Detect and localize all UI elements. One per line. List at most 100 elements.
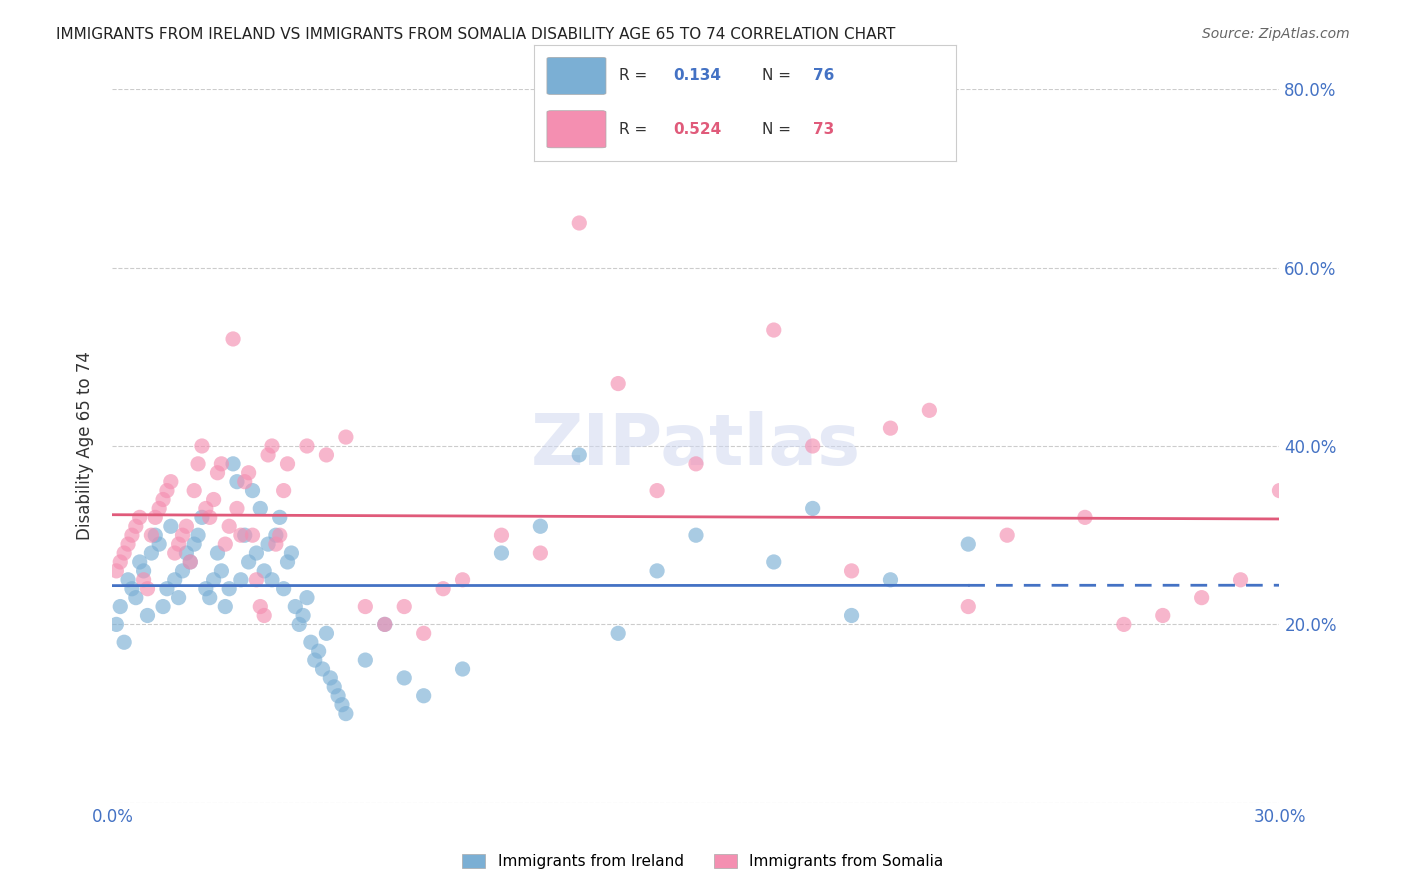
Point xyxy=(879,573,901,587)
Point xyxy=(214,537,236,551)
Point xyxy=(253,564,276,578)
Point xyxy=(276,457,298,471)
Point xyxy=(148,501,170,516)
Point xyxy=(245,573,267,587)
Point xyxy=(183,537,205,551)
Point xyxy=(249,501,271,516)
Point xyxy=(156,483,179,498)
Point xyxy=(121,582,143,596)
Point xyxy=(304,653,326,667)
Point xyxy=(152,599,174,614)
Point xyxy=(198,510,221,524)
Point xyxy=(132,564,155,578)
Point xyxy=(148,537,170,551)
Point xyxy=(1112,617,1135,632)
Point xyxy=(226,501,249,516)
Point xyxy=(645,564,668,578)
Point xyxy=(295,439,318,453)
Point xyxy=(299,635,322,649)
Point xyxy=(214,599,236,614)
Point xyxy=(105,617,128,632)
Point xyxy=(117,573,139,587)
Point xyxy=(292,608,315,623)
Point xyxy=(645,483,668,498)
Point xyxy=(529,546,551,560)
Point xyxy=(412,626,434,640)
Point xyxy=(194,582,217,596)
Text: Source: ZipAtlas.com: Source: ZipAtlas.com xyxy=(1202,27,1350,41)
Point xyxy=(163,573,186,587)
Point xyxy=(218,582,240,596)
Point xyxy=(121,528,143,542)
Point xyxy=(229,528,252,542)
Point xyxy=(412,689,434,703)
Legend: Immigrants from Ireland, Immigrants from Somalia: Immigrants from Ireland, Immigrants from… xyxy=(457,848,949,875)
Point xyxy=(273,483,295,498)
Point xyxy=(136,582,159,596)
Point xyxy=(128,555,150,569)
Point xyxy=(354,599,377,614)
Point xyxy=(117,537,139,551)
Text: 76: 76 xyxy=(813,69,834,84)
Point xyxy=(218,519,240,533)
Point xyxy=(685,457,707,471)
Point xyxy=(257,448,280,462)
Point xyxy=(179,555,201,569)
Point xyxy=(167,591,190,605)
Point xyxy=(335,706,357,721)
Point xyxy=(311,662,333,676)
Point xyxy=(568,448,591,462)
Point xyxy=(995,528,1018,542)
Text: ZIPatlas: ZIPatlas xyxy=(531,411,860,481)
Point xyxy=(172,564,194,578)
Point xyxy=(762,323,785,337)
Point xyxy=(110,599,132,614)
Point xyxy=(392,671,416,685)
Text: R =: R = xyxy=(619,69,652,84)
Point xyxy=(295,591,318,605)
Point xyxy=(191,439,214,453)
Point xyxy=(607,376,630,391)
Point xyxy=(568,216,591,230)
Point xyxy=(156,582,179,596)
Point xyxy=(110,555,132,569)
Point xyxy=(801,439,824,453)
Text: N =: N = xyxy=(762,121,796,136)
Point xyxy=(112,546,135,560)
Point xyxy=(105,564,128,578)
Point xyxy=(269,510,291,524)
Point xyxy=(1191,591,1213,605)
Point xyxy=(245,546,267,560)
FancyBboxPatch shape xyxy=(547,111,606,148)
Point xyxy=(451,662,474,676)
Point xyxy=(198,591,221,605)
Point xyxy=(330,698,353,712)
Point xyxy=(957,599,980,614)
Text: 0.134: 0.134 xyxy=(673,69,721,84)
Point xyxy=(226,475,249,489)
Point xyxy=(187,457,209,471)
Text: 0.524: 0.524 xyxy=(673,121,721,136)
Text: 73: 73 xyxy=(813,121,834,136)
Point xyxy=(374,617,396,632)
Point xyxy=(136,608,159,623)
Point xyxy=(260,573,283,587)
Point xyxy=(276,555,298,569)
Point xyxy=(260,439,283,453)
Point xyxy=(264,528,287,542)
Point xyxy=(1268,483,1291,498)
Point xyxy=(1152,608,1174,623)
Point xyxy=(374,617,396,632)
Point xyxy=(229,573,252,587)
Point xyxy=(176,546,198,560)
Text: IMMIGRANTS FROM IRELAND VS IMMIGRANTS FROM SOMALIA DISABILITY AGE 65 TO 74 CORRE: IMMIGRANTS FROM IRELAND VS IMMIGRANTS FR… xyxy=(56,27,896,42)
Point xyxy=(801,501,824,516)
Point xyxy=(529,519,551,533)
Point xyxy=(280,546,302,560)
Point xyxy=(315,626,337,640)
Point xyxy=(143,510,166,524)
Point xyxy=(326,689,349,703)
Point xyxy=(841,608,863,623)
Point xyxy=(918,403,941,417)
Point xyxy=(194,501,217,516)
